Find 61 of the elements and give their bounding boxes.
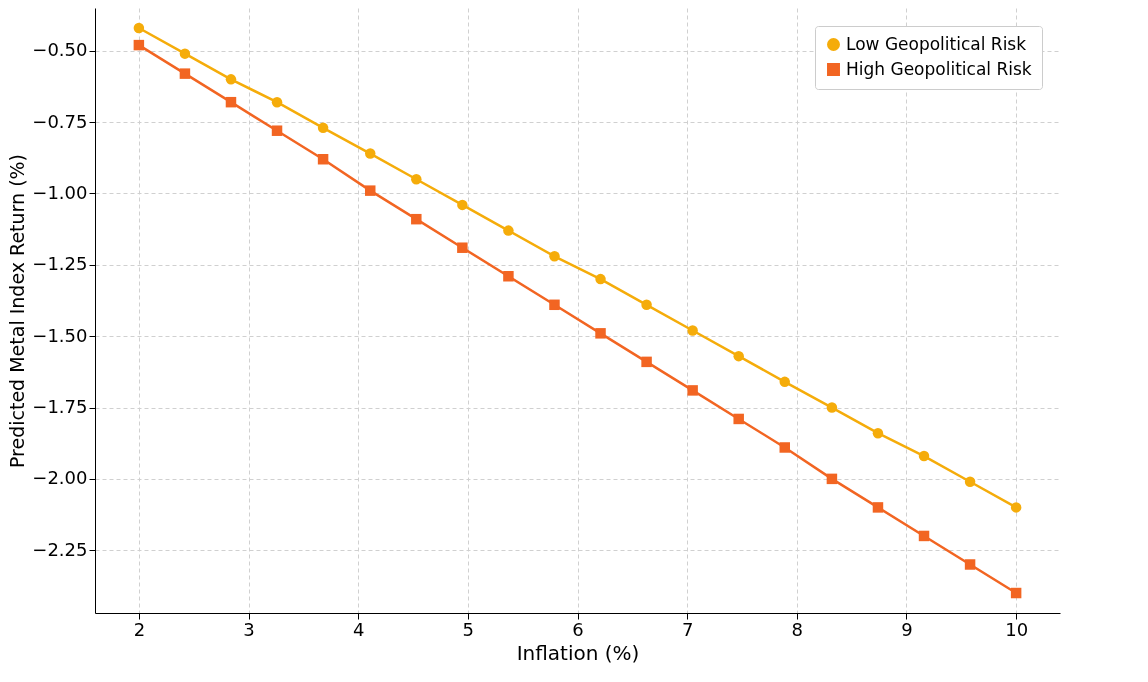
point [457, 242, 468, 253]
y-axis-title: Predicted Metal Index Return (%) [6, 153, 29, 469]
point [317, 122, 329, 134]
point [918, 450, 930, 462]
y-tick-label: −2.25 [32, 538, 88, 560]
point [595, 273, 606, 285]
point [779, 442, 790, 453]
x-tick-label: 2 [133, 618, 146, 640]
point [133, 22, 145, 34]
point [964, 559, 976, 570]
point [225, 74, 237, 85]
x-tick-label: 6 [572, 618, 584, 640]
point [872, 427, 884, 439]
point [826, 402, 838, 413]
point [225, 96, 237, 108]
point [918, 530, 930, 542]
y-tick-label: −2.00 [32, 467, 88, 489]
x-tick-label: 8 [791, 618, 804, 640]
point [365, 148, 376, 159]
y-tick-label: −0.50 [32, 39, 88, 61]
point [549, 299, 560, 311]
x-tick-label: 9 [901, 618, 913, 640]
y-tick-label: −1.00 [32, 182, 88, 203]
point [411, 213, 422, 225]
point [503, 225, 514, 236]
point [733, 413, 744, 425]
point [271, 96, 283, 108]
point [179, 68, 191, 79]
point [271, 125, 283, 136]
point [1010, 587, 1022, 599]
point [133, 39, 145, 51]
x-tick-label: 4 [352, 618, 365, 640]
x-axis-title: Inflation (%) [516, 640, 640, 665]
point [595, 328, 606, 339]
point [317, 154, 329, 165]
point [687, 325, 698, 336]
point [641, 299, 652, 311]
x-tick-label: 3 [243, 618, 255, 640]
x-tick-label: 10 [1005, 618, 1029, 640]
point [641, 356, 652, 368]
point [687, 385, 698, 396]
point [457, 199, 468, 211]
point [779, 376, 790, 388]
point [826, 473, 838, 485]
legend-label: High Geopolitical Risk [846, 58, 1032, 79]
point [179, 48, 191, 59]
legend-label: Low Geopolitical Risk [846, 33, 1027, 54]
point [872, 502, 884, 513]
x-tick-label: 5 [462, 618, 475, 640]
y-tick-label: −1.50 [32, 324, 88, 346]
y-tick-label: −1.25 [32, 253, 88, 275]
point [503, 271, 514, 282]
y-tick-label: −1.75 [32, 396, 88, 418]
point [733, 350, 744, 362]
point [365, 185, 376, 196]
point [549, 251, 560, 262]
y-tick-label: −0.75 [32, 110, 88, 132]
x-tick-label: 7 [681, 618, 694, 640]
point [411, 173, 422, 185]
point [964, 476, 976, 487]
point [1010, 502, 1022, 513]
